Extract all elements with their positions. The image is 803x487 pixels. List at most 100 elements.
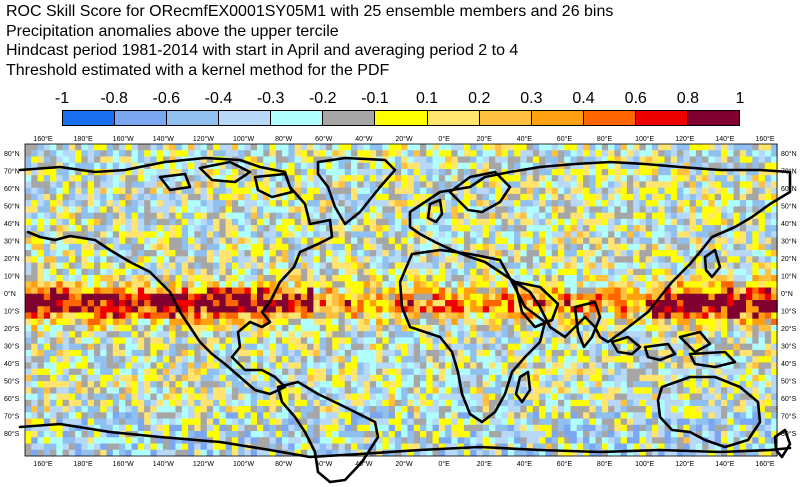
skill-cells [25,144,778,457]
colorbar-segment [167,111,220,125]
lat-label-left: 20°S [4,325,20,333]
colorbar-label: 0.8 [676,90,699,107]
lon-label-bottom: 20°W [395,460,413,468]
lon-label-bottom: 180°E [74,460,93,468]
colorbar [62,110,740,126]
coast-south-america [276,380,380,484]
lat-label-right: 10°S [781,308,797,316]
lon-label-bottom: 140°W [153,460,174,468]
colorbar-segment [583,111,636,125]
lat-label-right: 70°S [781,413,797,421]
tick-labels: 160°E 180°E 160°W 140°W 120°W 100°W 80°W 60°W 40… [4,135,797,468]
lon-label-bottom: 20°E [477,460,493,468]
lat-label-left: 70°N [4,168,20,176]
lon-label-top: 40°W [355,135,373,143]
colorbar-segment [63,111,116,125]
colorbar-segment [687,111,740,125]
lat-label-right: 30°S [781,343,797,351]
lon-label-top: 80°E [597,135,613,143]
lat-label-right: 80°N [781,150,797,158]
lat-label-right: 60°S [781,395,797,403]
lat-label-left: 80°N [4,150,20,158]
colorbar-label: -0.3 [256,90,285,107]
lon-label-bottom: 0°E [438,460,450,468]
lon-label-bottom: 160°W [113,460,134,468]
colorbar-segment [635,111,688,125]
title-block: ROC Skill Score for ORecmfEX0001SY05M1 w… [6,2,613,80]
lon-label-top: 160°W [113,135,134,143]
lat-label-right: 70°N [781,168,797,176]
lon-label-bottom: 120°E [675,460,694,468]
coast-arabia [513,280,560,329]
lon-label-top: 60°E [557,135,573,143]
lon-label-bottom: 40°W [355,460,373,468]
colorbar-segment [219,111,272,125]
skill-map: 160°E 180°E 160°W 140°W 120°W 100°W 80°W 60°W 40… [4,135,797,484]
lon-label-top: 120°E [675,135,694,143]
map-frame [24,143,778,457]
lon-label-top: 120°W [193,135,214,143]
lon-label-top: 20°W [395,135,413,143]
colorbar-segment [115,111,168,125]
lat-label-right: 40°S [781,360,797,368]
lon-label-top: 20°E [477,135,493,143]
lon-label-top: 180°E [74,135,93,143]
lon-label-top: 80°W [275,135,293,143]
lat-label-left: 20°N [4,255,20,263]
lat-label-right: 50°S [781,378,797,386]
lat-label-left: 10°N [4,273,20,281]
lon-label-top: 140°W [153,135,174,143]
lat-label-right: 50°N [781,203,797,211]
lon-label-bottom: 120°W [193,460,214,468]
colorbar-segment [323,111,376,125]
lat-label-right: 40°N [781,220,797,228]
colorbar-label: -0.1 [361,90,389,107]
coast-madagascar [514,370,532,404]
lat-label-left: 30°N [4,238,20,246]
lon-label-bottom: 100°E [635,460,654,468]
coast-indonesia [610,330,737,369]
lon-label-bottom: 80°W [275,460,293,468]
coastlines [18,156,792,484]
lon-label-top: 0°E [438,135,450,143]
colorbar-label: -0.8 [100,90,128,107]
colorbar-label: 0.3 [520,90,543,107]
lon-label-bottom: 60°W [315,460,333,468]
coast-africa [398,248,547,424]
title-line-4: Threshold estimated with a kernel method… [6,61,390,79]
lon-label-top: 60°W [315,135,333,143]
lat-label-right: 20°N [781,255,797,263]
lat-label-left: 10°S [4,308,20,316]
lat-label-right: 10°N [781,273,797,281]
colorbar-label: 1 [735,90,745,107]
colorbar-label: 0.4 [572,90,595,107]
coast-scandinavia [448,170,512,214]
lon-label-top: 160°E [755,135,774,143]
lon-label-bottom: 80°E [597,460,613,468]
lon-label-bottom: 60°E [557,460,573,468]
lat-label-right: 30°N [781,238,797,246]
lon-label-bottom: 100°W [233,460,254,468]
colorbar-label: 0.6 [624,90,647,107]
lat-label-left: 80°S [4,430,20,438]
colorbar-segment [271,111,324,125]
colorbar-label: -0.6 [152,90,181,107]
colorbar-label: 0.1 [415,90,439,107]
lon-label-top: 40°E [517,135,533,143]
lon-label-top: 140°E [715,135,734,143]
coast-greenland [316,156,397,226]
colorbar-segment [479,111,532,125]
colorbar-label: -0.2 [308,90,337,107]
colorbar-segment [531,111,584,125]
coast-antarctica [18,422,792,459]
coast-india [573,300,602,349]
lat-label-left: 40°N [4,220,20,228]
coast-north-america [18,156,334,396]
colorbar-segment [375,111,428,125]
lon-label-bottom: 160°E [755,460,774,468]
lon-label-top: 100°W [233,135,254,143]
coast-uk [426,198,444,224]
colorbar-label: -0.4 [204,90,233,107]
lon-label-bottom: 40°E [517,460,533,468]
lat-label-left: 30°S [4,343,20,351]
